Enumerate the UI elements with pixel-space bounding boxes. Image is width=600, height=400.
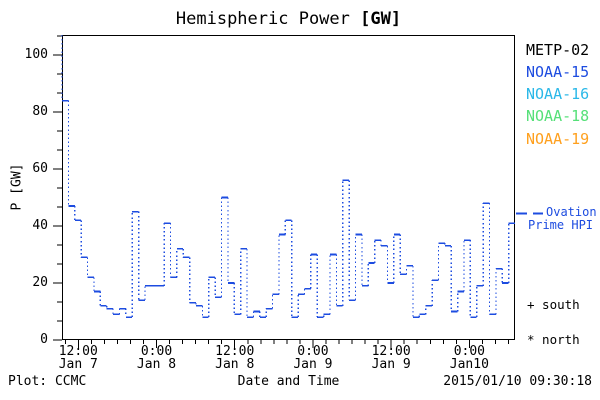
legend-item-noaa-15: NOAA-15: [526, 62, 590, 81]
hpi-step-line-vertical-segments: [61, 35, 510, 318]
legend-item-noaa-19: NOAA-19: [526, 129, 590, 148]
x-tick-time: 12:00: [215, 344, 255, 359]
model-line-label-1: Ovation: [546, 205, 597, 219]
plot-border: [62, 35, 515, 340]
y-tick-label: 80: [32, 103, 48, 119]
generated-timestamp: 2015/01/10 09:30:18: [443, 374, 592, 389]
page-title: Hemispheric Power [GW]: [62, 9, 515, 29]
x-tick-date: Jan10: [449, 356, 489, 372]
legend-item-metp-02: METP-02: [526, 40, 590, 59]
y-tick-label: 20: [32, 274, 48, 290]
x-tick-date: Jan 9: [371, 356, 411, 372]
axis-ticks: [53, 35, 509, 348]
x-tick-label: 0:00 Jan10: [427, 344, 511, 372]
x-tick-time: 0:00: [140, 344, 173, 359]
plot-credit: Plot: CCMC: [8, 374, 87, 389]
x-axis-label: Date and Time: [237, 374, 340, 389]
y-tick-label: 40: [32, 217, 48, 233]
y-tick-label: 60: [32, 160, 48, 176]
north-marker-note: * north: [527, 332, 580, 347]
title-unit: [GW]: [360, 9, 402, 29]
x-tick-label: 12:00 Jan 9: [349, 344, 433, 372]
x-tick-label: 0:00 Jan 8: [115, 344, 199, 372]
hpi-step-line-horizontal-segments: [62, 99, 515, 318]
x-tick-label: 12:00 Jan 8: [193, 344, 277, 372]
x-tick-date: Jan 8: [215, 356, 255, 372]
south-marker-note: + south: [527, 297, 580, 312]
x-tick-date: Jan 7: [58, 356, 98, 372]
title-text: Hemispheric Power: [175, 9, 350, 29]
legend-item-noaa-16: NOAA-16: [526, 85, 590, 104]
y-tick-label: 100: [24, 46, 48, 62]
x-tick-label: 12:00 Jan 7: [36, 344, 120, 372]
legend-item-noaa-18: NOAA-18: [526, 107, 590, 126]
x-tick-time: 12:00: [371, 344, 411, 359]
y-tick-label: 0: [40, 332, 48, 347]
model-line-label-2: Prime HPI: [528, 218, 594, 232]
x-tick-time: 0:00: [297, 344, 329, 359]
x-tick-date: Jan 8: [136, 356, 177, 372]
x-tick-label: 0:00 Jan 9: [271, 344, 355, 372]
x-tick-date: Jan 9: [293, 356, 333, 372]
x-tick-time: 12:00: [58, 344, 98, 359]
x-tick-time: 0:00: [453, 344, 486, 359]
